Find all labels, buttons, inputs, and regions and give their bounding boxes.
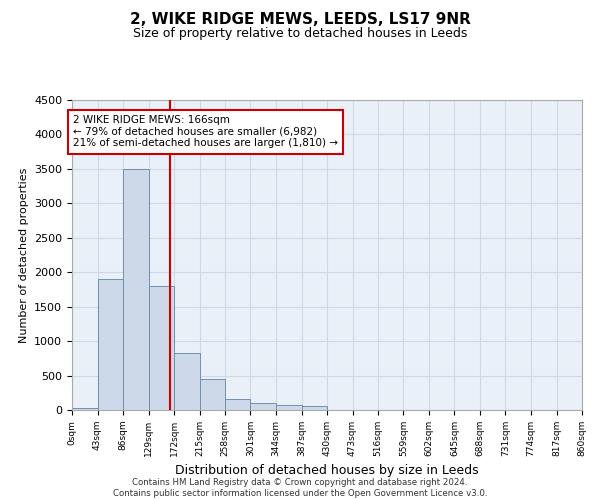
Bar xyxy=(251,403,276,410)
Bar xyxy=(97,279,123,410)
Y-axis label: Number of detached properties: Number of detached properties xyxy=(19,168,29,342)
Bar xyxy=(72,408,97,410)
Text: 2 WIKE RIDGE MEWS: 166sqm
← 79% of detached houses are smaller (6,982)
21% of se: 2 WIKE RIDGE MEWS: 166sqm ← 79% of detac… xyxy=(73,115,338,148)
Bar xyxy=(199,379,225,410)
Text: Contains HM Land Registry data © Crown copyright and database right 2024.
Contai: Contains HM Land Registry data © Crown c… xyxy=(113,478,487,498)
Text: 2, WIKE RIDGE MEWS, LEEDS, LS17 9NR: 2, WIKE RIDGE MEWS, LEEDS, LS17 9NR xyxy=(130,12,470,28)
Bar xyxy=(149,286,174,410)
Bar xyxy=(276,405,302,410)
Bar xyxy=(302,406,327,410)
Text: Size of property relative to detached houses in Leeds: Size of property relative to detached ho… xyxy=(133,28,467,40)
Bar xyxy=(123,169,149,410)
Bar xyxy=(225,399,251,410)
Bar xyxy=(174,353,199,410)
X-axis label: Distribution of detached houses by size in Leeds: Distribution of detached houses by size … xyxy=(175,464,479,477)
